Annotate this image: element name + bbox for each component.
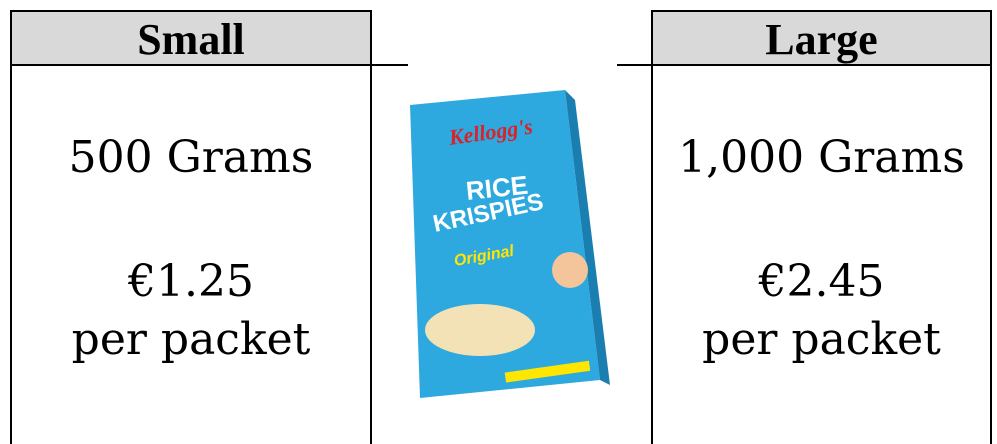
box-side	[565, 90, 610, 385]
cereal-box: Kellogg's RICE KRISPIES Original	[410, 90, 610, 398]
bowl	[425, 304, 535, 356]
small-column: 500 Grams €1.25 per packet	[10, 64, 372, 444]
weight: 500 Grams	[68, 132, 314, 183]
price: €2.45	[758, 256, 885, 307]
banner	[504, 360, 591, 383]
weight: 1,000 Grams	[678, 132, 965, 183]
unit: per packet	[71, 314, 311, 365]
mascot	[552, 252, 588, 288]
large-column: 1,000 Grams €2.45 per packet	[651, 64, 992, 444]
product-name: RICE	[464, 170, 529, 206]
price: €1.25	[128, 256, 254, 307]
rule	[370, 64, 408, 66]
large-header: Large	[651, 10, 992, 66]
small-header: Small	[10, 10, 372, 66]
unit: per packet	[702, 314, 941, 365]
rule	[617, 64, 653, 66]
page: {"small": {"header": "Small", "weight": …	[10, 10, 992, 444]
